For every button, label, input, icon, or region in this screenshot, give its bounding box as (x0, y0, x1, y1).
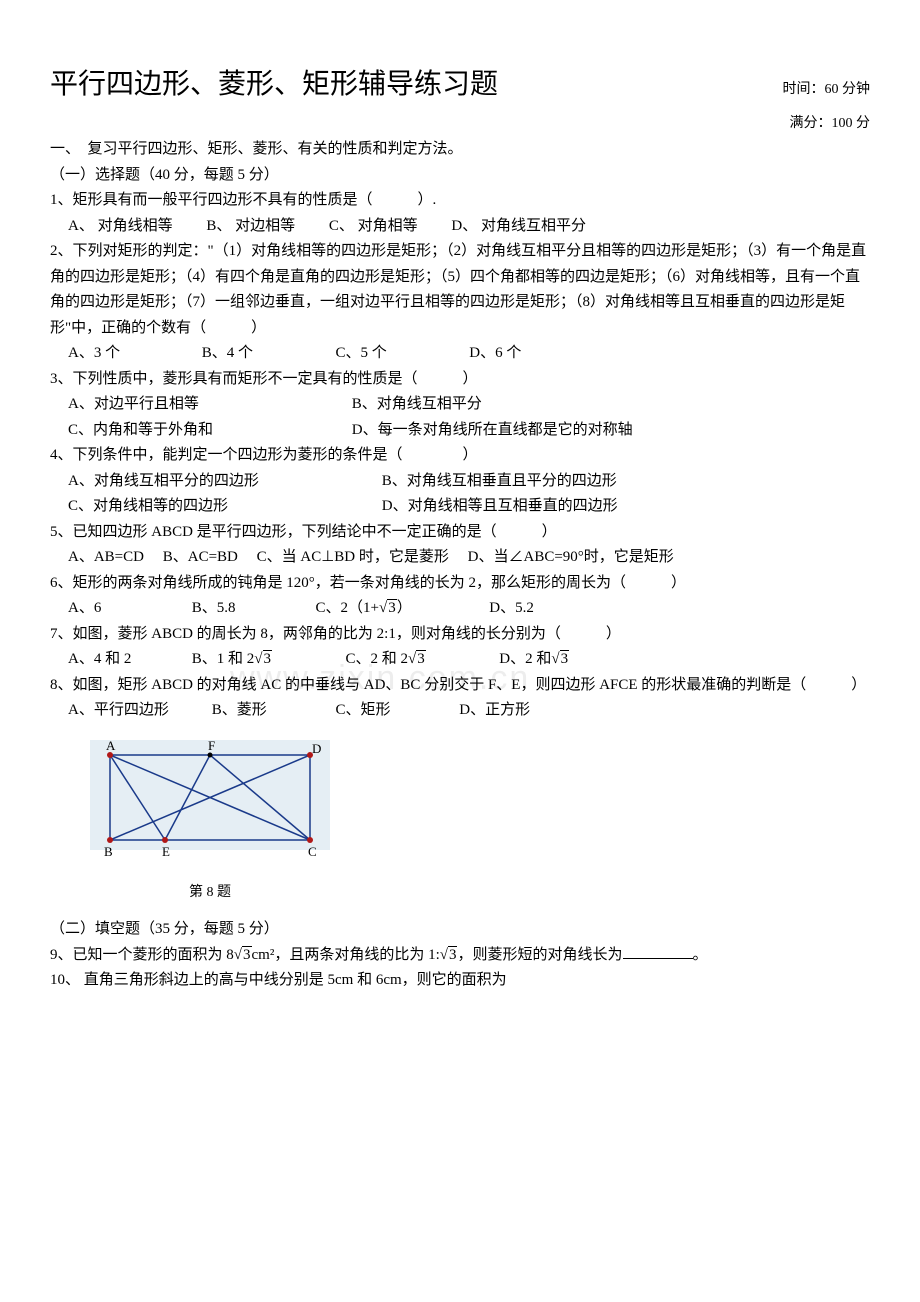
page-title: 平行四边形、菱形、矩形辅导练习题 (50, 60, 498, 108)
svg-text:B: B (104, 844, 113, 859)
q9: 9、已知一个菱形的面积为 83cm²，且两条对角线的比为 1:3，则菱形短的对角… (50, 943, 870, 969)
q6-opt-a: A、6 (68, 596, 188, 622)
q4-opt-d: D、对角线相等且互相垂直的四边形 (382, 494, 618, 520)
q1-opt-b: B、 对边相等 (206, 214, 295, 240)
full-score: 满分：100 分 (50, 112, 870, 136)
q2-options: A、3 个 B、4 个 C、5 个 D、6 个 (50, 341, 870, 367)
svg-text:F: F (208, 738, 215, 753)
q1-stem: 1、矩形具有而一般平行四边形不具有的性质是（ ）. (50, 188, 870, 214)
q8-opt-c: C、矩形 (336, 698, 456, 724)
q5-opt-c: C、当 AC⊥BD 时，它是菱形 (257, 545, 449, 571)
q4-opt-c: C、对角线相等的四边形 (68, 494, 378, 520)
q3-opt-d: D、每一条对角线所在直线都是它的对称轴 (352, 418, 633, 444)
q8-options: A、平行四边形 B、菱形 C、矩形 D、正方形 (50, 698, 870, 724)
q8-opt-b: B、菱形 (212, 698, 332, 724)
figure-q8-caption: 第 8 题 (80, 881, 340, 905)
q3-opt-b: B、对角线互相平分 (352, 392, 482, 418)
q3-opt-c: C、内角和等于外角和 (68, 418, 348, 444)
q2-opt-d: D、6 个 (469, 341, 521, 367)
q3-stem: 3、下列性质中，菱形具有而矩形不一定具有的性质是（ ） (50, 367, 870, 393)
q2-opt-a: A、3 个 (68, 341, 198, 367)
q5-options: A、AB=CD B、AC=BD C、当 AC⊥BD 时，它是菱形 D、当∠ABC… (50, 545, 870, 571)
q1-options: A、 对角线相等 B、 对边相等 C、 对角相等 D、 对角线互相平分 (50, 214, 870, 240)
q6-opt-c: C、2（1+3） (316, 596, 486, 622)
svg-text:A: A (106, 738, 116, 753)
q6-opt-b: B、5.8 (192, 596, 312, 622)
q9-blank (623, 943, 693, 959)
q4-options: A、对角线互相平分的四边形 B、对角线互相垂直且平分的四边形 C、对角线相等的四… (50, 469, 870, 520)
figure-q8: A F D B E C (80, 730, 870, 880)
q1-opt-c: C、 对角相等 (329, 214, 418, 240)
q8-opt-a: A、平行四边形 (68, 698, 208, 724)
q7-stem: 7、如图，菱形 ABCD 的周长为 8，两邻角的比为 2:1，则对角线的长分别为… (50, 622, 870, 648)
q10: 10、 直角三角形斜边上的高与中线分别是 5cm 和 6cm，则它的面积为 (50, 968, 870, 994)
q2-opt-c: C、5 个 (336, 341, 466, 367)
q7-opt-a: A、4 和 2 (68, 647, 188, 673)
svg-text:C: C (308, 844, 317, 859)
q2-opt-b: B、4 个 (202, 341, 332, 367)
time-info: 时间：60 分钟 (783, 78, 871, 102)
q5-opt-a: A、AB=CD (68, 545, 144, 571)
q8-opt-d: D、正方形 (459, 698, 530, 724)
intro-line: 一、 复习平行四边形、矩形、菱形、有关的性质和判定方法。 (50, 137, 870, 163)
q4-opt-b: B、对角线互相垂直且平分的四边形 (382, 469, 617, 495)
q6-opt-d: D、5.2 (489, 596, 534, 622)
q1-opt-a: A、 对角线相等 (68, 214, 173, 240)
q8-stem: 8、如图，矩形 ABCD 的对角线 AC 的中垂线与 AD、BC 分别交于 F、… (50, 673, 870, 699)
q6-options: A、6 B、5.8 C、2（1+3） D、5.2 (50, 596, 870, 622)
q2-stem: 2、下列对矩形的判定："（1）对角线相等的四边形是矩形；（2）对角线互相平分且相… (50, 239, 870, 341)
q3-options: A、对边平行且相等 B、对角线互相平分 C、内角和等于外角和 D、每一条对角线所… (50, 392, 870, 443)
q3-opt-a: A、对边平行且相等 (68, 392, 348, 418)
q1-opt-d: D、 对角线互相平分 (451, 214, 586, 240)
svg-text:D: D (312, 741, 321, 756)
q5-stem: 5、已知四边形 ABCD 是平行四边形，下列结论中不一定正确的是（ ） (50, 520, 870, 546)
svg-text:E: E (162, 844, 170, 859)
part1-header: （一）选择题（40 分，每题 5 分） (50, 163, 870, 189)
q4-opt-a: A、对角线互相平分的四边形 (68, 469, 378, 495)
q7-opt-c: C、2 和 23 (346, 647, 496, 673)
q7-options: A、4 和 2 B、1 和 23 C、2 和 23 D、2 和3 (50, 647, 870, 673)
part2-header: （二）填空题（35 分，每题 5 分） (50, 917, 870, 943)
q6-stem: 6、矩形的两条对角线所成的钝角是 120°，若一条对角线的长为 2，那么矩形的周… (50, 571, 870, 597)
q4-stem: 4、下列条件中，能判定一个四边形为菱形的条件是（ ） (50, 443, 870, 469)
q5-opt-b: B、AC=BD (163, 545, 238, 571)
q7-opt-b: B、1 和 23 (192, 647, 342, 673)
q5-opt-d: D、当∠ABC=90°时，它是矩形 (468, 545, 674, 571)
q7-opt-d: D、2 和3 (499, 647, 569, 673)
